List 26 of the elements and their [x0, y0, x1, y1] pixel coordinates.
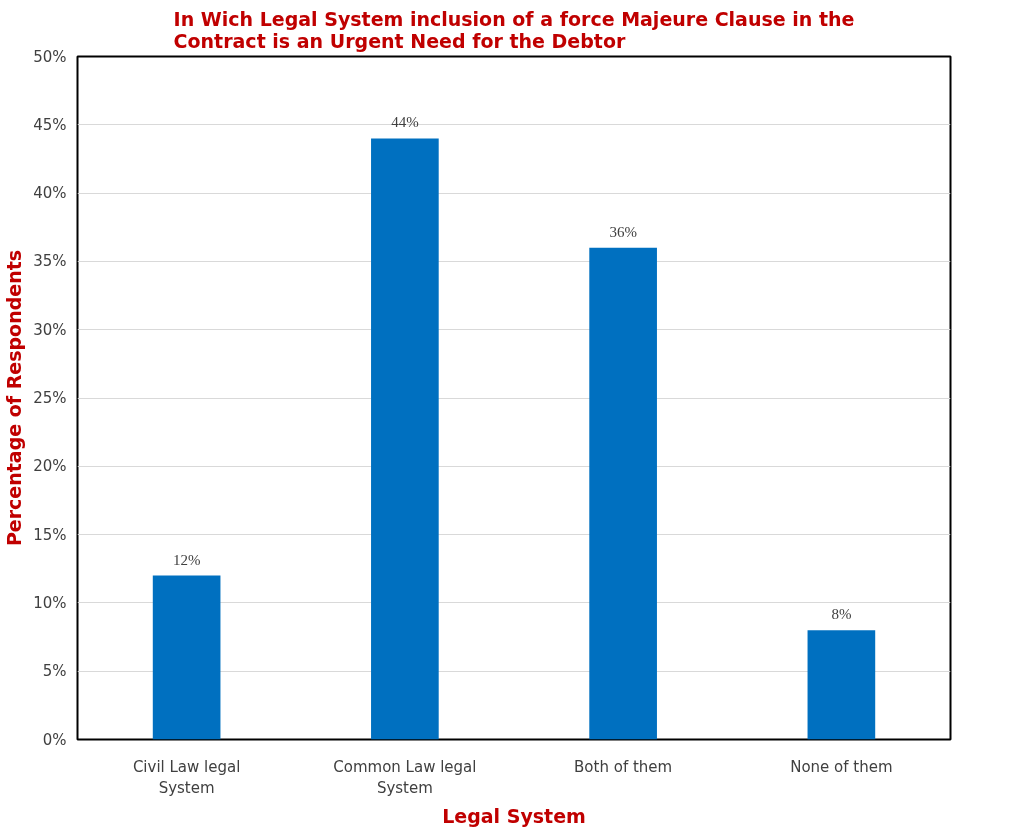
x-tick-label: Both of them: [574, 757, 673, 776]
y-tick-label: 0%: [42, 730, 67, 749]
bar: [371, 138, 439, 740]
y-tick-label: 40%: [33, 184, 67, 203]
y-tick-label: 30%: [33, 320, 67, 339]
y-tick-label: 15%: [33, 525, 67, 544]
y-tick-label: 20%: [33, 457, 67, 476]
y-tick-label: 45%: [33, 115, 67, 134]
x-tick-label: Common Law legal System: [333, 757, 477, 798]
y-tick-label: 10%: [33, 593, 67, 612]
bar: [807, 630, 876, 740]
data-label: 8%: [831, 606, 852, 623]
bar: [589, 247, 657, 740]
data-label: 12%: [172, 551, 201, 568]
bar: [152, 575, 221, 740]
data-label: 44%: [391, 114, 419, 131]
y-tick-label: 5%: [42, 662, 67, 681]
x-tick-label: Civil Law legal System: [132, 757, 241, 798]
y-tick-label: 35%: [33, 252, 67, 271]
x-axis-title: Legal System: [442, 805, 586, 828]
x-tick-label: None of them: [790, 757, 893, 776]
chart-title: In Wich Legal System inclusion of a force Majeure Clause in the Contract is an Urgent Need for the Debtor: [173, 7, 855, 52]
y-axis-title: Percentage of Respondents: [3, 249, 26, 547]
y-tick-label: 25%: [33, 389, 67, 407]
data-label: 36%: [609, 223, 637, 240]
y-tick-label: 50%: [33, 47, 67, 66]
